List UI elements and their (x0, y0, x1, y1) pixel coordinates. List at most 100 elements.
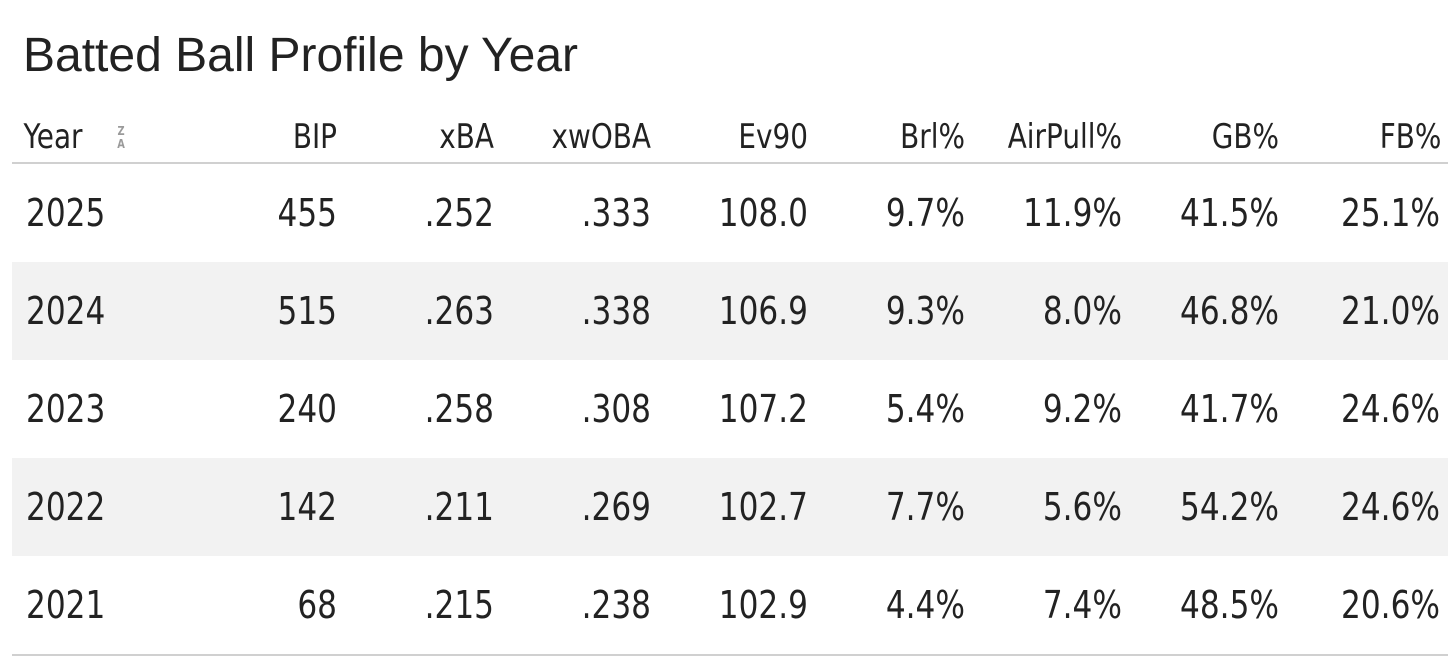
cell-airpull-pct: 5.6% (965, 458, 1122, 556)
cell-bip: 68 (182, 556, 337, 656)
cell-value: 106.9 (718, 289, 808, 333)
cell-xwoba: .338 (494, 262, 651, 360)
cell-value: 11.9% (1023, 191, 1122, 235)
table-row: 2021 68 .215 .238 102.9 4.4% 7.4% 48.5% 20.6% (12, 556, 1448, 656)
cell-value: .263 (424, 289, 494, 333)
cell-value: 107.2 (718, 387, 808, 431)
table-row: 2024 515 .263 .338 106.9 9.3% 8.0% 46.8% 21.0% (12, 262, 1448, 360)
cell-bip: 515 (182, 262, 337, 360)
cell-fb-pct: 25.1% (1279, 163, 1448, 262)
cell-value: 108.0 (718, 191, 808, 235)
cell-year: 2022 (12, 458, 182, 556)
cell-xba: .215 (337, 556, 494, 656)
cell-gb-pct: 48.5% (1122, 556, 1279, 656)
cell-xwoba: .238 (494, 556, 651, 656)
cell-value: .308 (581, 387, 651, 431)
cell-value: 41.5% (1180, 191, 1279, 235)
cell-ev90: 108.0 (651, 163, 808, 262)
cell-value: 2024 (26, 289, 106, 333)
batted-ball-table-container: Year Z A BIP xBA xwOBA Ev90 Brl% AirPull% … (12, 112, 1448, 656)
cell-xwoba: .308 (494, 360, 651, 458)
cell-value: 4.4% (885, 583, 965, 627)
cell-value: .269 (581, 485, 651, 529)
cell-value: 68 (297, 583, 337, 627)
column-header-year[interactable]: Year Z A (12, 112, 152, 164)
cell-value: .211 (424, 485, 494, 529)
cell-fb-pct: 24.6% (1279, 360, 1448, 458)
cell-year: 2024 (12, 262, 182, 360)
cell-xwoba: .269 (494, 458, 651, 556)
header-row: Year Z A BIP xBA xwOBA Ev90 Brl% AirPull% … (12, 112, 1448, 164)
cell-value: .333 (581, 191, 651, 235)
cell-value: 455 (277, 191, 337, 235)
column-header-xba[interactable]: xBA (365, 112, 494, 164)
cell-bip: 455 (182, 163, 337, 262)
cell-brl-pct: 7.7% (808, 458, 965, 556)
column-header-gb-pct[interactable]: GB% (1150, 112, 1279, 164)
cell-year: 2025 (12, 163, 182, 262)
cell-value: 21.0% (1341, 289, 1440, 333)
cell-value: 7.7% (885, 485, 965, 529)
cell-value: 9.2% (1042, 387, 1122, 431)
cell-value: 7.4% (1042, 583, 1122, 627)
table-body: 2025 455.252.333 108.0 9.7% 11.9% 41.5% 25.1% 2… (12, 163, 1448, 656)
cell-ev90: 102.7 (651, 458, 808, 556)
cell-brl-pct: 4.4% (808, 556, 965, 656)
column-header-bip[interactable]: BIP (209, 112, 337, 164)
cell-fb-pct: 20.6% (1279, 556, 1448, 656)
column-header-xwoba[interactable]: xwOBA (522, 112, 651, 164)
cell-value: 515 (277, 289, 337, 333)
cell-brl-pct: 9.3% (808, 262, 965, 360)
cell-ev90: 107.2 (651, 360, 808, 458)
cell-value: .258 (424, 387, 494, 431)
cell-xba: .263 (337, 262, 494, 360)
cell-value: 102.9 (718, 583, 808, 627)
cell-value: 102.7 (718, 485, 808, 529)
cell-gb-pct: 54.2% (1122, 458, 1279, 556)
cell-value: 48.5% (1180, 583, 1279, 627)
cell-gb-pct: 46.8% (1122, 262, 1279, 360)
cell-airpull-pct: 11.9% (965, 163, 1122, 262)
cell-fb-pct: 24.6% (1279, 458, 1448, 556)
cell-value: 5.6% (1042, 485, 1122, 529)
cell-value: 142 (277, 485, 337, 529)
cell-xwoba: .333 (494, 163, 651, 262)
cell-value: 20.6% (1341, 583, 1440, 627)
cell-ev90: 102.9 (651, 556, 808, 656)
cell-value: 5.4% (885, 387, 965, 431)
cell-xba: .258 (337, 360, 494, 458)
cell-value: .338 (581, 289, 651, 333)
column-header-ev90[interactable]: Ev90 (679, 112, 808, 164)
cell-value: 24.6% (1341, 387, 1440, 431)
cell-value: 46.8% (1180, 289, 1279, 333)
cell-brl-pct: 9.7% (808, 163, 965, 262)
cell-value: 2021 (26, 583, 106, 627)
table-header: Year Z A BIP xBA xwOBA Ev90 Brl% AirPull% … (12, 112, 1448, 164)
cell-value: 240 (277, 387, 337, 431)
cell-year: 2023 (12, 360, 182, 458)
cell-airpull-pct: 9.2% (965, 360, 1122, 458)
column-header-airpull-pct[interactable]: AirPull% (993, 112, 1122, 164)
cell-brl-pct: 5.4% (808, 360, 965, 458)
cell-value: 9.7% (885, 191, 965, 235)
cell-value: 9.3% (885, 289, 965, 333)
cell-airpull-pct: 8.0% (965, 262, 1122, 360)
cell-value: 25.1% (1341, 191, 1440, 235)
cell-airpull-pct: 7.4% (965, 556, 1122, 656)
column-header-brl-pct[interactable]: Brl% (836, 112, 965, 164)
cell-value: 2022 (26, 485, 106, 529)
table-row: 2022 142 .211 .269 102.7 7.7% 5.6% 54.2% 24.6% (12, 458, 1448, 556)
cell-value: 41.7% (1180, 387, 1279, 431)
table-row: 2023 240 .258 .308 107.2 5.4% 9.2% 41.7% 24.6% (12, 360, 1448, 458)
column-header-label: Year (23, 117, 83, 157)
cell-value: .215 (424, 583, 494, 627)
cell-value: 2025 (26, 191, 106, 235)
cell-bip: 142 (182, 458, 337, 556)
column-header-fb-pct[interactable]: FB% (1309, 112, 1448, 164)
cell-xba: .211 (337, 458, 494, 556)
page-title: Batted Ball Profile by Year (23, 29, 579, 82)
cell-gb-pct: 41.7% (1122, 360, 1279, 458)
batted-ball-table: Year Z A BIP xBA xwOBA Ev90 Brl% AirPull% … (12, 112, 1448, 656)
cell-value: .238 (581, 583, 651, 627)
